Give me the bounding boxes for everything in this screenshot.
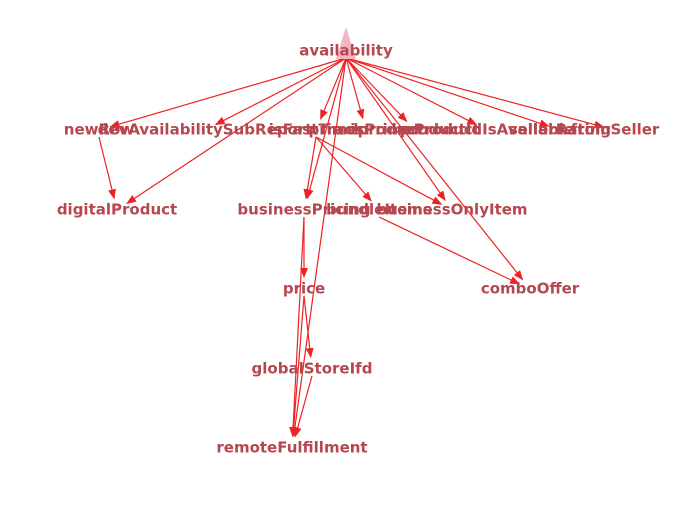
node-newRow: newRow — [64, 121, 135, 139]
edge-availability-to-digitalProduct — [126, 57, 347, 204]
edge-availability-to-businessOnlyItem — [345, 57, 446, 201]
edge-isFastTrack-to-businessPricing — [303, 136, 317, 200]
node-globalStoreIfd: globalStoreIfd — [252, 360, 373, 378]
edge-businessPricing-to-remoteFulfillment — [289, 216, 305, 438]
edge-availability-to-sellerRating — [345, 57, 550, 128]
node-price: price — [283, 280, 325, 298]
node-bundleItems: bundleItems — [326, 201, 432, 219]
edge-availability-to-comboOffer — [345, 57, 524, 281]
node-digitalProduct: digitalProduct — [57, 201, 177, 219]
node-remoteFulfillment: remoteFulfillment — [216, 439, 367, 457]
edge-availability-to-businessPricing — [305, 57, 347, 200]
root-marker-layer — [336, 27, 356, 59]
edge-availability-to-devAvailabilitySubReport — [214, 57, 347, 126]
node-isPrimeProduct: isPrimeProduct — [350, 121, 480, 139]
edge-availability-to-productIdIsAvailable — [345, 57, 478, 126]
node-label-layer: availability newRowdevAvailabilitySubRepo… — [57, 42, 660, 457]
node-isFastTrack: isFastTrack — [269, 121, 365, 139]
edge-availability-to-isPrimeProduct — [345, 57, 408, 123]
edge-price-to-globalStoreIfd — [303, 295, 314, 359]
node-businessPricing: businessPricing — [237, 201, 370, 219]
root-node-marker — [336, 27, 356, 59]
edge-availability-to-remoteFulfillment — [290, 57, 347, 438]
edge-bundleItems-to-comboOffer — [378, 216, 521, 285]
node-devAvailabilitySubReport: devAvailabilitySubReport — [98, 121, 313, 139]
edge-availability-to-newRow — [109, 57, 347, 128]
edge-availability-to-isFastTrack — [320, 57, 347, 120]
node-sellerRating: sellerRating — [509, 121, 611, 139]
edge-isFastTrack-to-bundleItems — [315, 136, 372, 202]
edge-layer — [98, 57, 605, 438]
edge-price-to-remoteFulfillment — [289, 295, 305, 438]
node-fromSeller: fromSeller — [571, 121, 660, 139]
edge-availability-to-fromSeller — [345, 57, 605, 129]
node-productIdIsAvailable: productIdIsAvailable — [400, 121, 574, 139]
edge-isFastTrack-to-businessOnlyItem — [315, 136, 443, 205]
node-comboOffer: comboOffer — [481, 280, 580, 298]
edge-newRow-to-digitalProduct — [98, 136, 116, 200]
edge-availability-to-primeproduct — [345, 57, 365, 120]
edge-globalStoreIfd-to-remoteFulfillment — [293, 375, 313, 438]
node-availability: availability — [299, 42, 393, 60]
node-primeproduct: primeproduct — [309, 121, 424, 139]
node-businessOnlyItem: businessOnlyItem — [376, 201, 527, 219]
